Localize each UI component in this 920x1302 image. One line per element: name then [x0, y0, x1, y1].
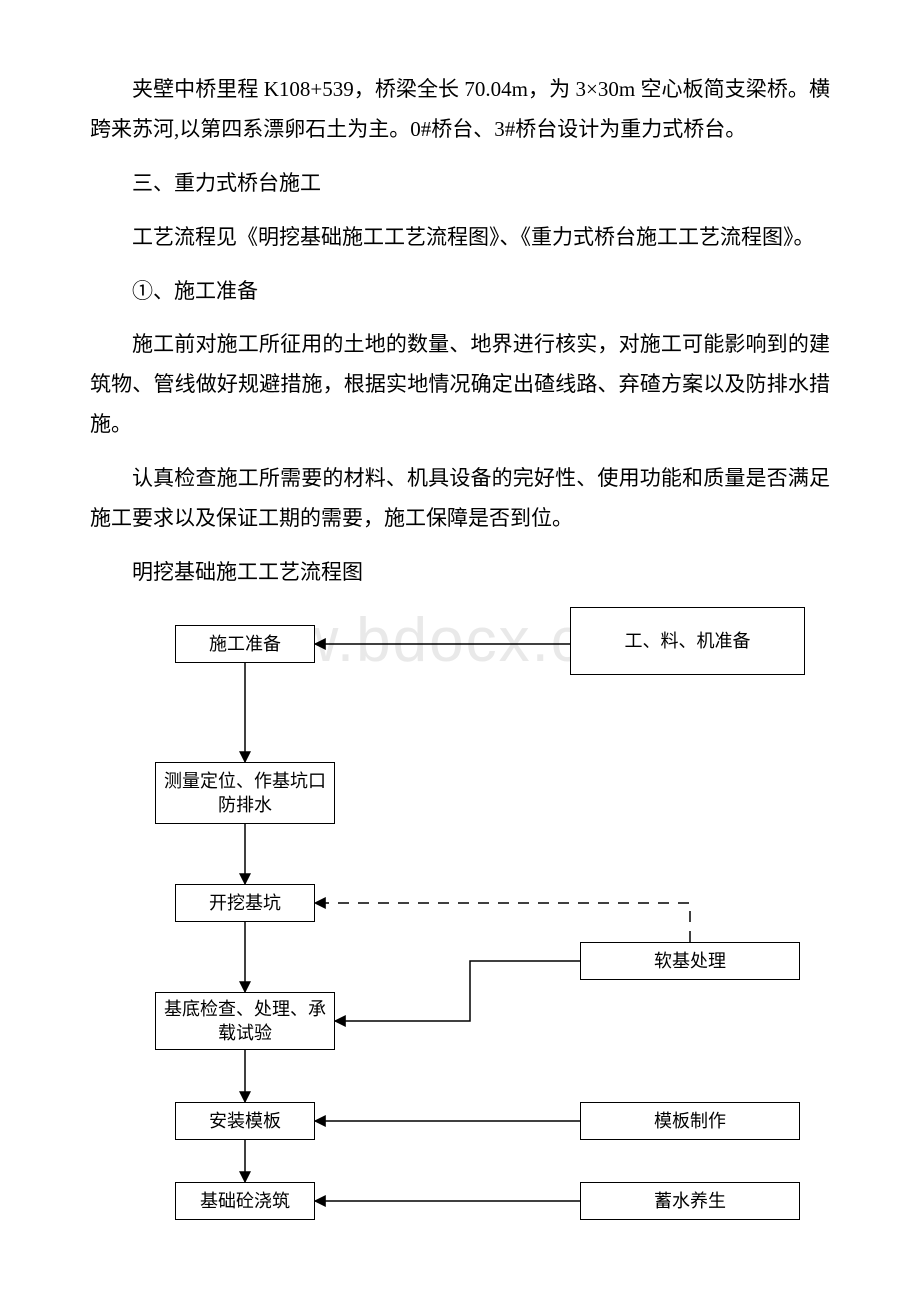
- flowchart-node: 施工准备: [175, 625, 315, 663]
- flowchart-edge: [335, 961, 580, 1021]
- flowchart-node: 测量定位、作基坑口防排水: [155, 762, 335, 824]
- flowchart-open-excavation: www.bdocx.com 施工准备工、料、机准备测量定位、作基坑口防排水开挖基…: [90, 607, 830, 1227]
- flowchart-node: 模板制作: [580, 1102, 800, 1140]
- heading-step-1: ①、施工准备: [90, 272, 830, 312]
- flowchart-node: 蓄水养生: [580, 1182, 800, 1220]
- flowchart-title: 明挖基础施工工艺流程图: [90, 553, 830, 593]
- paragraph-prep-2: 认真检查施工所需要的材料、机具设备的完好性、使用功能和质量是否满足施工要求以及保…: [90, 459, 830, 539]
- flowchart-node: 基底检查、处理、承载试验: [155, 992, 335, 1050]
- heading-section-3: 三、重力式桥台施工: [90, 164, 830, 204]
- flowchart-node: 安装模板: [175, 1102, 315, 1140]
- flowchart-node: 基础砼浇筑: [175, 1182, 315, 1220]
- flowchart-node: 开挖基坑: [175, 884, 315, 922]
- paragraph-prep-1: 施工前对施工所征用的土地的数量、地界进行核实，对施工可能影响到的建筑物、管线做好…: [90, 325, 830, 445]
- flowchart-node: 工、料、机准备: [570, 607, 805, 675]
- paragraph-intro: 夹壁中桥里程 K108+539，桥梁全长 70.04m，为 3×30m 空心板简…: [90, 70, 830, 150]
- flowchart-node: 软基处理: [580, 942, 800, 980]
- paragraph-process-ref: 工艺流程见《明挖基础施工工艺流程图》、《重力式桥台施工工艺流程图》。: [90, 218, 830, 258]
- flowchart-edge: [315, 903, 690, 942]
